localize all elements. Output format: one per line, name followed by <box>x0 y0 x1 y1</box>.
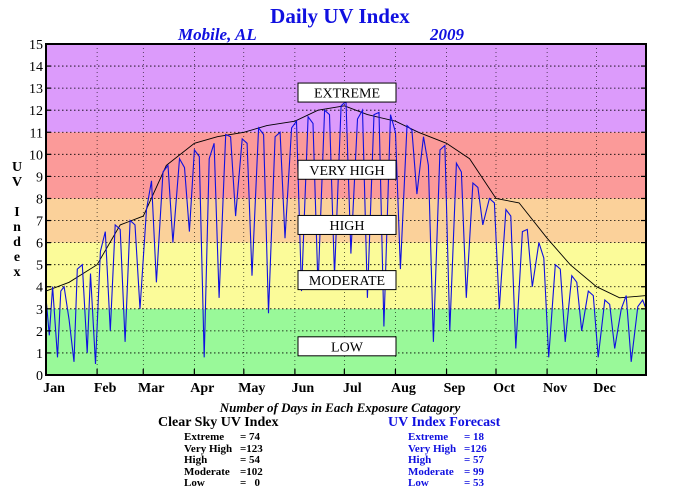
forecast-heading: UV Index Forecast <box>388 415 501 430</box>
counts-title: Number of Days in Each Exposure Catagory <box>219 400 461 415</box>
x-tick-label: Jul <box>343 381 362 396</box>
category-count: = 18 <box>464 431 485 443</box>
y-axis-letter: V <box>11 175 23 190</box>
category-name: Low <box>408 477 429 489</box>
chart-title: Daily UV Index <box>270 4 410 28</box>
band-label-box <box>297 214 397 235</box>
band-label-text: EXTREME <box>314 87 380 102</box>
plot-frame <box>45 43 647 376</box>
x-tick-label: May <box>238 381 265 396</box>
count-row: Extreme = 74 <box>158 431 278 444</box>
count-row: Extreme = 18 <box>388 431 500 444</box>
clear-sky-counts: Clear Sky UV Index Extreme = 74 Very High… <box>158 415 278 490</box>
band-labels: EXTREME VERY HIGH HIGH MODERATE LOW <box>297 82 397 357</box>
x-tick-label: Jan <box>43 381 65 396</box>
category-name: High <box>408 454 432 466</box>
band-label-text: MODERATE <box>309 274 385 289</box>
count-row: Very High =123 <box>158 442 278 456</box>
category-name: Extreme <box>408 431 449 443</box>
x-tick-label: Nov <box>543 381 567 396</box>
gridlines <box>46 44 646 375</box>
category-name: Extreme <box>184 431 225 443</box>
x-tick-label: Apr <box>190 381 214 396</box>
category-count: =102 <box>240 465 263 478</box>
clear-sky-series-line <box>45 105 647 299</box>
category-name: Very High <box>184 442 233 455</box>
y-tick-label: 10 <box>29 148 43 163</box>
y-tick-label: 8 <box>36 192 43 207</box>
category-count: = 99 <box>464 465 485 478</box>
y-axis-letter: I <box>14 205 20 220</box>
count-row: High = 57 <box>388 454 500 467</box>
band-label-box <box>297 270 397 291</box>
category-name: Moderate <box>408 465 454 478</box>
clear-sky-heading: Clear Sky UV Index <box>158 415 279 430</box>
forecast-counts: UV Index Forecast Extreme = 18 Very High =… <box>388 415 500 490</box>
count-row: Very High =126 <box>388 442 500 456</box>
count-row: Moderate =102 <box>158 465 278 479</box>
category-count: =123 <box>240 442 263 455</box>
y-tick-label: 11 <box>30 126 43 141</box>
x-tick-label: Feb <box>94 381 117 396</box>
y-tick-label: 0 <box>36 369 43 384</box>
y-axis-label: U V I n d e x <box>9 160 25 280</box>
band-label: VERY HIGH <box>297 159 397 180</box>
x-tick-label: Aug <box>391 381 416 396</box>
y-tick-label: 14 <box>29 60 43 75</box>
band-label: MODERATE <box>297 270 397 291</box>
y-axis-letter <box>9 190 25 205</box>
band-label-text: VERY HIGH <box>309 164 384 179</box>
category-name: Very High <box>408 442 457 455</box>
y-tick-label: 9 <box>36 170 43 185</box>
y-axis-letter: x <box>13 265 21 280</box>
y-tick-label: 2 <box>36 325 43 340</box>
band-label: EXTREME <box>297 82 397 103</box>
year-label: 2009 <box>430 25 464 44</box>
x-tick-label: Mar <box>138 381 164 396</box>
x-tick-label: Dec <box>593 381 616 396</box>
band-label-box <box>297 159 397 180</box>
count-row: Moderate = 99 <box>388 465 500 479</box>
band-label-box <box>297 82 397 103</box>
x-tick-label: Oct <box>493 381 515 396</box>
band-label-text: LOW <box>331 340 364 355</box>
y-tick-label: 13 <box>29 82 43 97</box>
y-tick-label: 5 <box>36 259 43 274</box>
category-count: = 53 <box>464 477 485 489</box>
category-name: High <box>184 454 208 466</box>
y-tick-label: 3 <box>36 303 43 318</box>
category-count: =126 <box>464 442 487 455</box>
category-count: = 0 <box>240 477 261 489</box>
y-axis-letter: e <box>13 250 21 265</box>
location-label: Mobile, AL <box>178 25 257 44</box>
count-row: High = 54 <box>158 454 278 467</box>
band-label-text: HIGH <box>330 219 365 234</box>
y-tick-label: 6 <box>36 237 43 252</box>
y-tick-label: 4 <box>36 281 43 296</box>
category-count: = 54 <box>240 454 261 466</box>
category-count: = 57 <box>464 454 485 466</box>
count-row: Low = 53 <box>388 477 500 490</box>
category-count: = 74 <box>240 431 261 443</box>
y-axis-letter: n <box>13 220 21 235</box>
y-axis-letter: U <box>11 160 23 175</box>
y-tick-label: 7 <box>36 215 43 230</box>
category-name: Moderate <box>184 465 230 478</box>
count-row: Low = 0 <box>158 477 278 490</box>
x-tick-label: Sep <box>444 381 466 396</box>
category-name: Low <box>184 477 205 489</box>
band-label: HIGH <box>297 214 397 235</box>
x-tick-label: Jun <box>292 381 315 396</box>
y-tick-label: 1 <box>36 347 43 362</box>
band-label: LOW <box>297 336 397 357</box>
y-tick-label: 12 <box>29 104 43 119</box>
band-label-box <box>297 336 397 357</box>
y-axis-letter: d <box>13 235 21 250</box>
y-tick-label: 15 <box>29 38 43 53</box>
